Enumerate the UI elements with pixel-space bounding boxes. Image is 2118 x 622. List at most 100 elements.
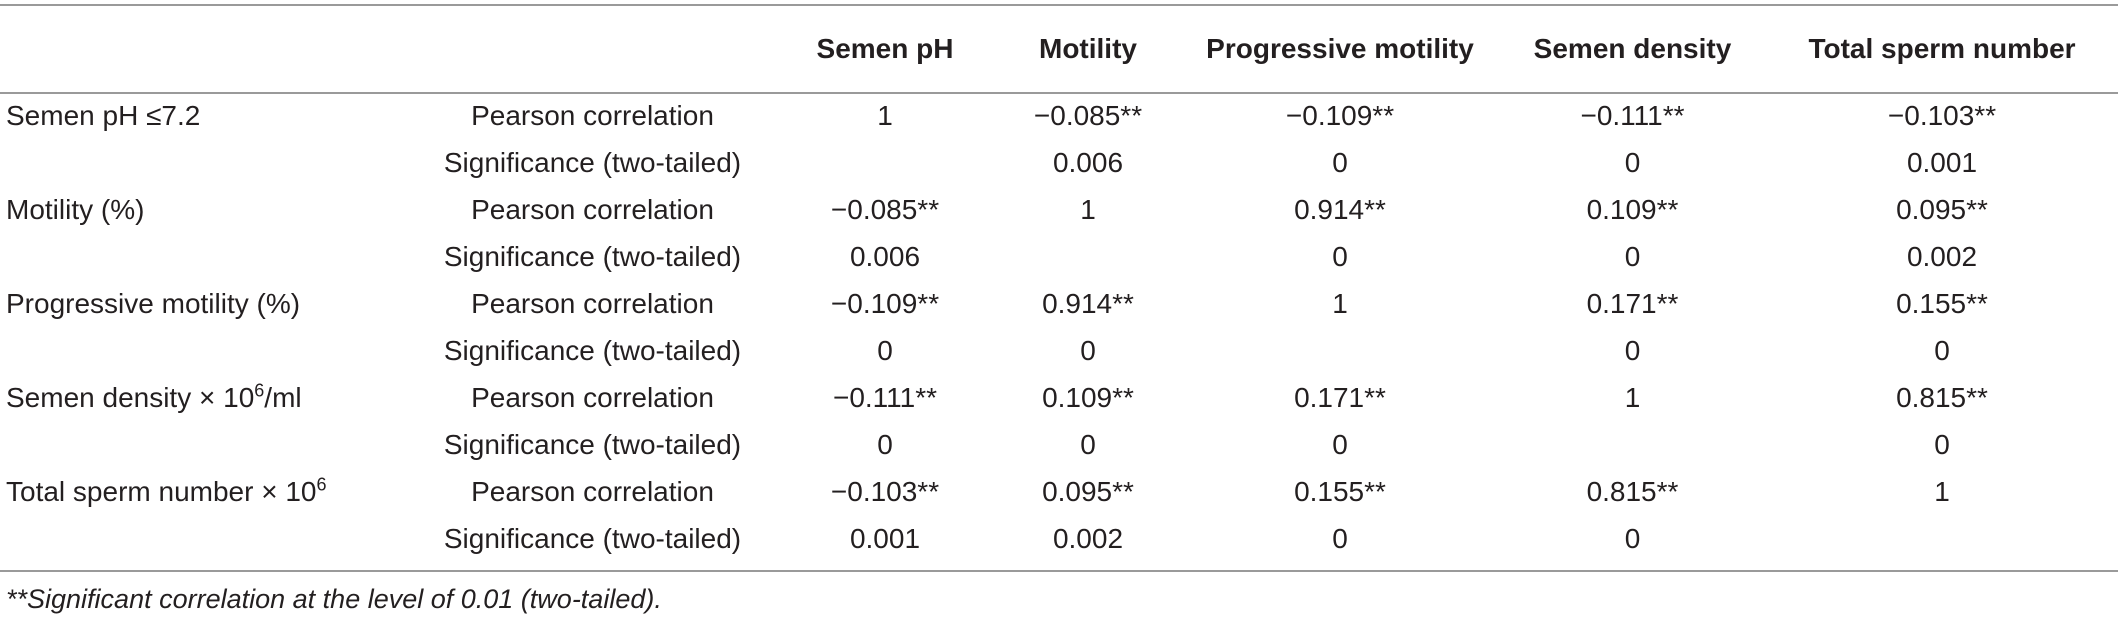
- table-cell: 0.002: [1052, 522, 1124, 554]
- header-progressive-motility: Progressive motility: [1206, 33, 1474, 64]
- row-label: Semen pH ≤7.2: [0, 92, 410, 139]
- table-cell: 0.002: [1906, 240, 1978, 272]
- row-label: [0, 327, 410, 374]
- table-cell: 0: [1934, 334, 1950, 366]
- table-cell: −0.085**: [1033, 99, 1143, 131]
- table-cell: 0: [1332, 522, 1348, 554]
- table-cell: 0.914**: [1294, 193, 1386, 225]
- statistic-label: Significance (two-tailed): [443, 334, 742, 366]
- statistic-label: Pearson correlation: [471, 475, 714, 507]
- table-row: Significance (two-tailed) 0 0 0 0: [0, 327, 2118, 374]
- table-row: Significance (two-tailed) 0 0 0 0: [0, 421, 2118, 468]
- table-cell: −0.103**: [830, 475, 940, 507]
- statistic-label: Significance (two-tailed): [443, 522, 742, 554]
- table-cell: 0.006: [1052, 146, 1124, 178]
- table-row: Significance (two-tailed) 0.006 0 0 0.001: [0, 139, 2118, 186]
- header-cell: [0, 6, 410, 92]
- row-label: Progressive motility (%): [0, 280, 410, 327]
- row-label-exponent: 6: [254, 380, 265, 401]
- table-cell: 0.815**: [1896, 381, 1988, 413]
- table-cell: 0: [1624, 146, 1641, 178]
- table-cell: [1181, 327, 1499, 374]
- table-cell: 0.095**: [1896, 193, 1988, 225]
- statistic-label: Significance (two-tailed): [443, 146, 742, 178]
- table-cell: 0: [1332, 240, 1348, 272]
- row-label-text: Semen density × 10: [6, 381, 255, 413]
- header-cell: [410, 6, 775, 92]
- table-cell: −0.111**: [1580, 99, 1685, 131]
- statistic-label: Pearson correlation: [471, 287, 714, 319]
- table-cell: 0: [1624, 334, 1641, 366]
- row-label-text: Progressive motility (%): [6, 287, 301, 319]
- table-cell: [1499, 421, 1766, 468]
- table-cell: 1: [1624, 381, 1641, 413]
- table-cell: −0.111**: [832, 381, 938, 413]
- header-semen-ph: Semen pH: [816, 33, 954, 64]
- table-cell: 0.815**: [1586, 475, 1679, 507]
- table-row: Semen pH ≤7.2 Pearson correlation 1 −0.085*…: [0, 92, 2118, 139]
- table-cell: [775, 139, 995, 186]
- row-label: [0, 139, 410, 186]
- table-cell: 0.914**: [1042, 287, 1134, 319]
- statistic-label: Pearson correlation: [471, 381, 714, 413]
- table-cell: 0.095**: [1042, 475, 1134, 507]
- statistic-label: Pearson correlation: [471, 99, 714, 131]
- table-row: Motility (%) Pearson correlation −0.085** 1…: [0, 186, 2118, 233]
- table-row: Significance (two-tailed) 0.001 0.002 0 0: [0, 515, 2118, 562]
- row-label: Total sperm number × 106: [0, 468, 410, 515]
- table-cell: 0.001: [1906, 146, 1978, 178]
- table-cell: 0.171**: [1294, 381, 1386, 413]
- table-header-row: Semen pH Motility Progressive motility S…: [0, 6, 2118, 92]
- table-cell: 1: [877, 99, 893, 131]
- table-cell: 0.155**: [1294, 475, 1386, 507]
- table-cell: 0.006: [849, 240, 921, 272]
- table-cell: 0: [1080, 334, 1096, 366]
- row-label: [0, 421, 410, 468]
- table-cell: 0: [1332, 146, 1348, 178]
- statistic-label: Significance (two-tailed): [443, 240, 742, 272]
- row-label-text: Semen pH ≤7.2: [6, 99, 201, 131]
- table-cell: 1: [1080, 193, 1096, 225]
- table-cell: 1: [1934, 475, 1950, 507]
- table-cell: 0.109**: [1586, 193, 1679, 225]
- table-row: Significance (two-tailed) 0.006 0 0 0.002: [0, 233, 2118, 280]
- table-body: Semen pH ≤7.2 Pearson correlation 1 −0.085*…: [0, 92, 2118, 562]
- statistic-label: Significance (two-tailed): [443, 428, 742, 460]
- row-label-exponent: 6: [316, 474, 327, 495]
- table-cell: [1766, 515, 2118, 562]
- table-top-rule: [0, 4, 2118, 6]
- table-cell: 0: [877, 428, 893, 460]
- table-cell: −0.103**: [1887, 99, 1997, 131]
- table-row: Semen density × 106/ml Pearson correlatio…: [0, 374, 2118, 421]
- header-total-sperm-number: Total sperm number: [1808, 33, 2076, 64]
- row-label: Motility (%): [0, 186, 410, 233]
- table-cell: 0: [1934, 428, 1950, 460]
- table-cell: −0.085**: [830, 193, 940, 225]
- table-cell: 0: [1624, 522, 1641, 554]
- row-label-unit: /ml: [264, 381, 302, 413]
- statistic-label: Pearson correlation: [471, 193, 714, 225]
- row-label: [0, 515, 410, 562]
- row-label: Semen density × 106/ml: [0, 374, 410, 421]
- table-cell: 0.109**: [1042, 381, 1134, 413]
- table-header-rule: [0, 92, 2118, 94]
- table-cell: [995, 233, 1181, 280]
- table-cell: 0.001: [849, 522, 921, 554]
- table-cell: −0.109**: [1285, 99, 1395, 131]
- table-cell: 0: [1624, 240, 1641, 272]
- table-bottom-rule: [0, 570, 2118, 572]
- table-row: Progressive motility (%) Pearson correlat…: [0, 280, 2118, 327]
- table-cell: 1: [1332, 287, 1348, 319]
- table-cell: 0: [1080, 428, 1096, 460]
- row-label: [0, 233, 410, 280]
- header-motility: Motility: [1039, 33, 1137, 64]
- table-cell: −0.109**: [830, 287, 940, 319]
- correlation-table: Semen pH Motility Progressive motility S…: [0, 6, 2118, 562]
- table-cell: 0.171**: [1586, 287, 1679, 319]
- row-label-text: Total sperm number × 10: [6, 475, 317, 507]
- table-cell: 0.155**: [1896, 287, 1988, 319]
- table-cell: 0: [1332, 428, 1348, 460]
- table-footnote: **Significant correlation at the level o…: [6, 584, 662, 614]
- table-cell: 0: [877, 334, 893, 366]
- row-label-text: Motility (%): [6, 193, 145, 225]
